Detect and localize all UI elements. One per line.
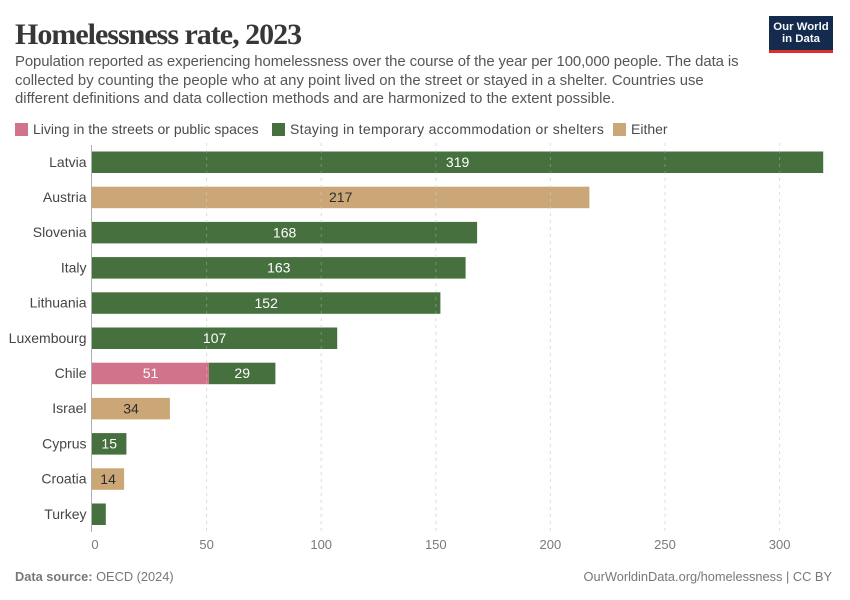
svg-text:150: 150: [425, 537, 447, 552]
svg-text:14: 14: [100, 471, 116, 487]
svg-text:Italy: Italy: [61, 259, 87, 275]
svg-text:152: 152: [255, 295, 279, 311]
svg-text:Croatia: Croatia: [41, 471, 86, 487]
svg-text:100: 100: [310, 537, 332, 552]
svg-text:Lithuania: Lithuania: [30, 295, 87, 311]
svg-text:Israel: Israel: [52, 400, 86, 416]
svg-text:50: 50: [199, 537, 213, 552]
svg-text:163: 163: [267, 260, 291, 276]
svg-text:15: 15: [101, 436, 117, 452]
svg-text:0: 0: [91, 537, 98, 552]
svg-text:29: 29: [234, 365, 250, 381]
svg-text:300: 300: [769, 537, 791, 552]
svg-text:Slovenia: Slovenia: [33, 224, 87, 240]
svg-text:Turkey: Turkey: [44, 506, 86, 522]
svg-text:250: 250: [654, 537, 676, 552]
svg-text:Luxembourg: Luxembourg: [9, 330, 87, 346]
svg-text:Latvia: Latvia: [49, 154, 87, 170]
svg-text:51: 51: [143, 365, 159, 381]
svg-text:217: 217: [329, 189, 353, 205]
svg-text:34: 34: [123, 400, 139, 416]
svg-text:Austria: Austria: [43, 189, 87, 205]
svg-text:200: 200: [540, 537, 562, 552]
svg-text:Cyprus: Cyprus: [42, 435, 86, 451]
svg-text:319: 319: [446, 154, 470, 170]
svg-text:107: 107: [203, 330, 227, 346]
svg-text:Chile: Chile: [55, 365, 87, 381]
svg-text:168: 168: [273, 224, 297, 240]
